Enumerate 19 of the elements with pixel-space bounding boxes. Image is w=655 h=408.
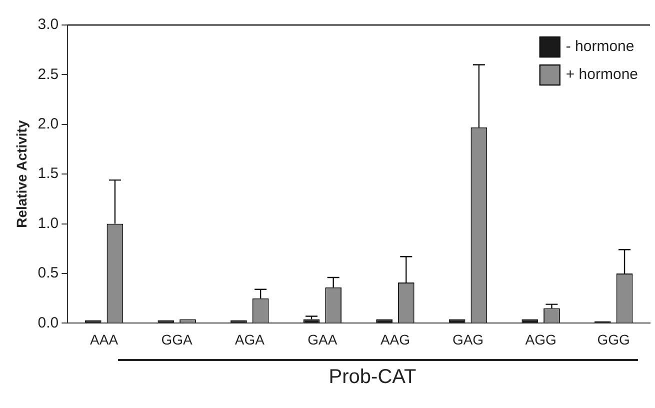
- x-tick-label: AGA: [234, 331, 266, 348]
- x-axis-title: Prob-CAT: [328, 366, 418, 389]
- y-tick-label: 2.0: [38, 116, 59, 133]
- y-tick-label: 0.5: [38, 264, 59, 282]
- x-tick-label: GAG: [452, 331, 484, 348]
- y-tick-label: 3.0: [38, 16, 59, 34]
- legend-label: - hormone: [566, 38, 634, 56]
- x-tick-label: GGG: [597, 331, 630, 348]
- y-tick-label: 2.5: [38, 66, 59, 83]
- x-tick-label: GGA: [161, 331, 194, 348]
- x-tick-label: AAA: [90, 331, 119, 348]
- x-tick-label: GAA: [308, 331, 338, 348]
- y-tick-label: 1.0: [38, 214, 59, 232]
- y-tick-label: 0.0: [38, 314, 59, 332]
- x-tick-label: AAG: [380, 331, 410, 348]
- x-tick-label: AGG: [525, 331, 556, 348]
- legend-label: + hormone: [566, 66, 638, 84]
- y-axis-title: Relative Activity: [13, 120, 30, 228]
- y-tick-label: 1.5: [38, 165, 59, 182]
